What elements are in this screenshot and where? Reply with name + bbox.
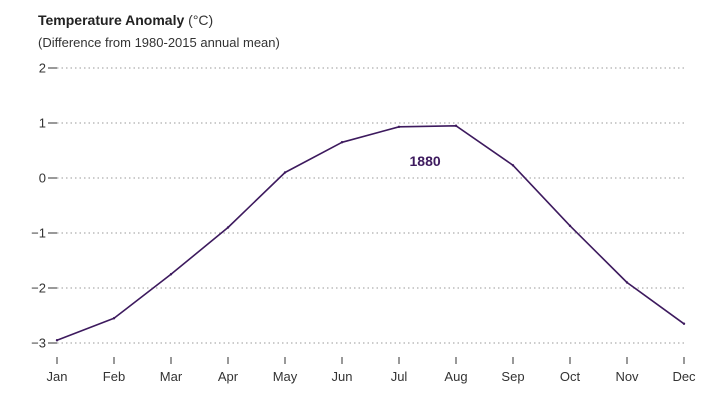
series-label: 1880 [410, 153, 441, 169]
data-point [397, 125, 401, 129]
x-tick-label: May [273, 369, 298, 384]
x-tick-label: Feb [103, 369, 125, 384]
x-tick-label: Oct [560, 369, 581, 384]
x-tick-label: Apr [218, 369, 239, 384]
chart-title: Temperature Anomaly (°C) [38, 12, 213, 28]
x-tick-label: Jun [332, 369, 353, 384]
y-tick-label: 0 [39, 171, 46, 186]
x-tick-label: Sep [501, 369, 524, 384]
y-tick-label: −3 [31, 336, 46, 351]
chart-subtitle: (Difference from 1980-2015 annual mean) [38, 35, 280, 50]
data-point [568, 224, 572, 228]
x-tick-label: Nov [615, 369, 639, 384]
x-tick-label: Aug [444, 369, 467, 384]
data-point [283, 171, 287, 174]
data-point [625, 281, 629, 284]
data-point [340, 141, 344, 144]
series-line-1880 [56, 125, 685, 342]
chart-title-unit: (°C) [188, 12, 214, 28]
y-tick-label: −1 [31, 226, 46, 241]
x-tick-label: Jul [391, 369, 408, 384]
data-point [169, 273, 173, 276]
x-tick-label: Mar [160, 369, 183, 384]
y-tick-label: 1 [39, 116, 46, 131]
data-point [112, 317, 116, 320]
y-tick-label: −2 [31, 281, 46, 296]
y-tick-label: 2 [39, 61, 46, 76]
chart-title-text: Temperature Anomaly [38, 12, 185, 28]
data-point [454, 124, 458, 127]
data-point [511, 164, 515, 167]
x-tick-label: Jan [47, 369, 68, 384]
x-tick-label: Dec [672, 369, 696, 384]
data-point [682, 322, 686, 325]
data-point [226, 226, 230, 229]
data-point [55, 339, 59, 342]
